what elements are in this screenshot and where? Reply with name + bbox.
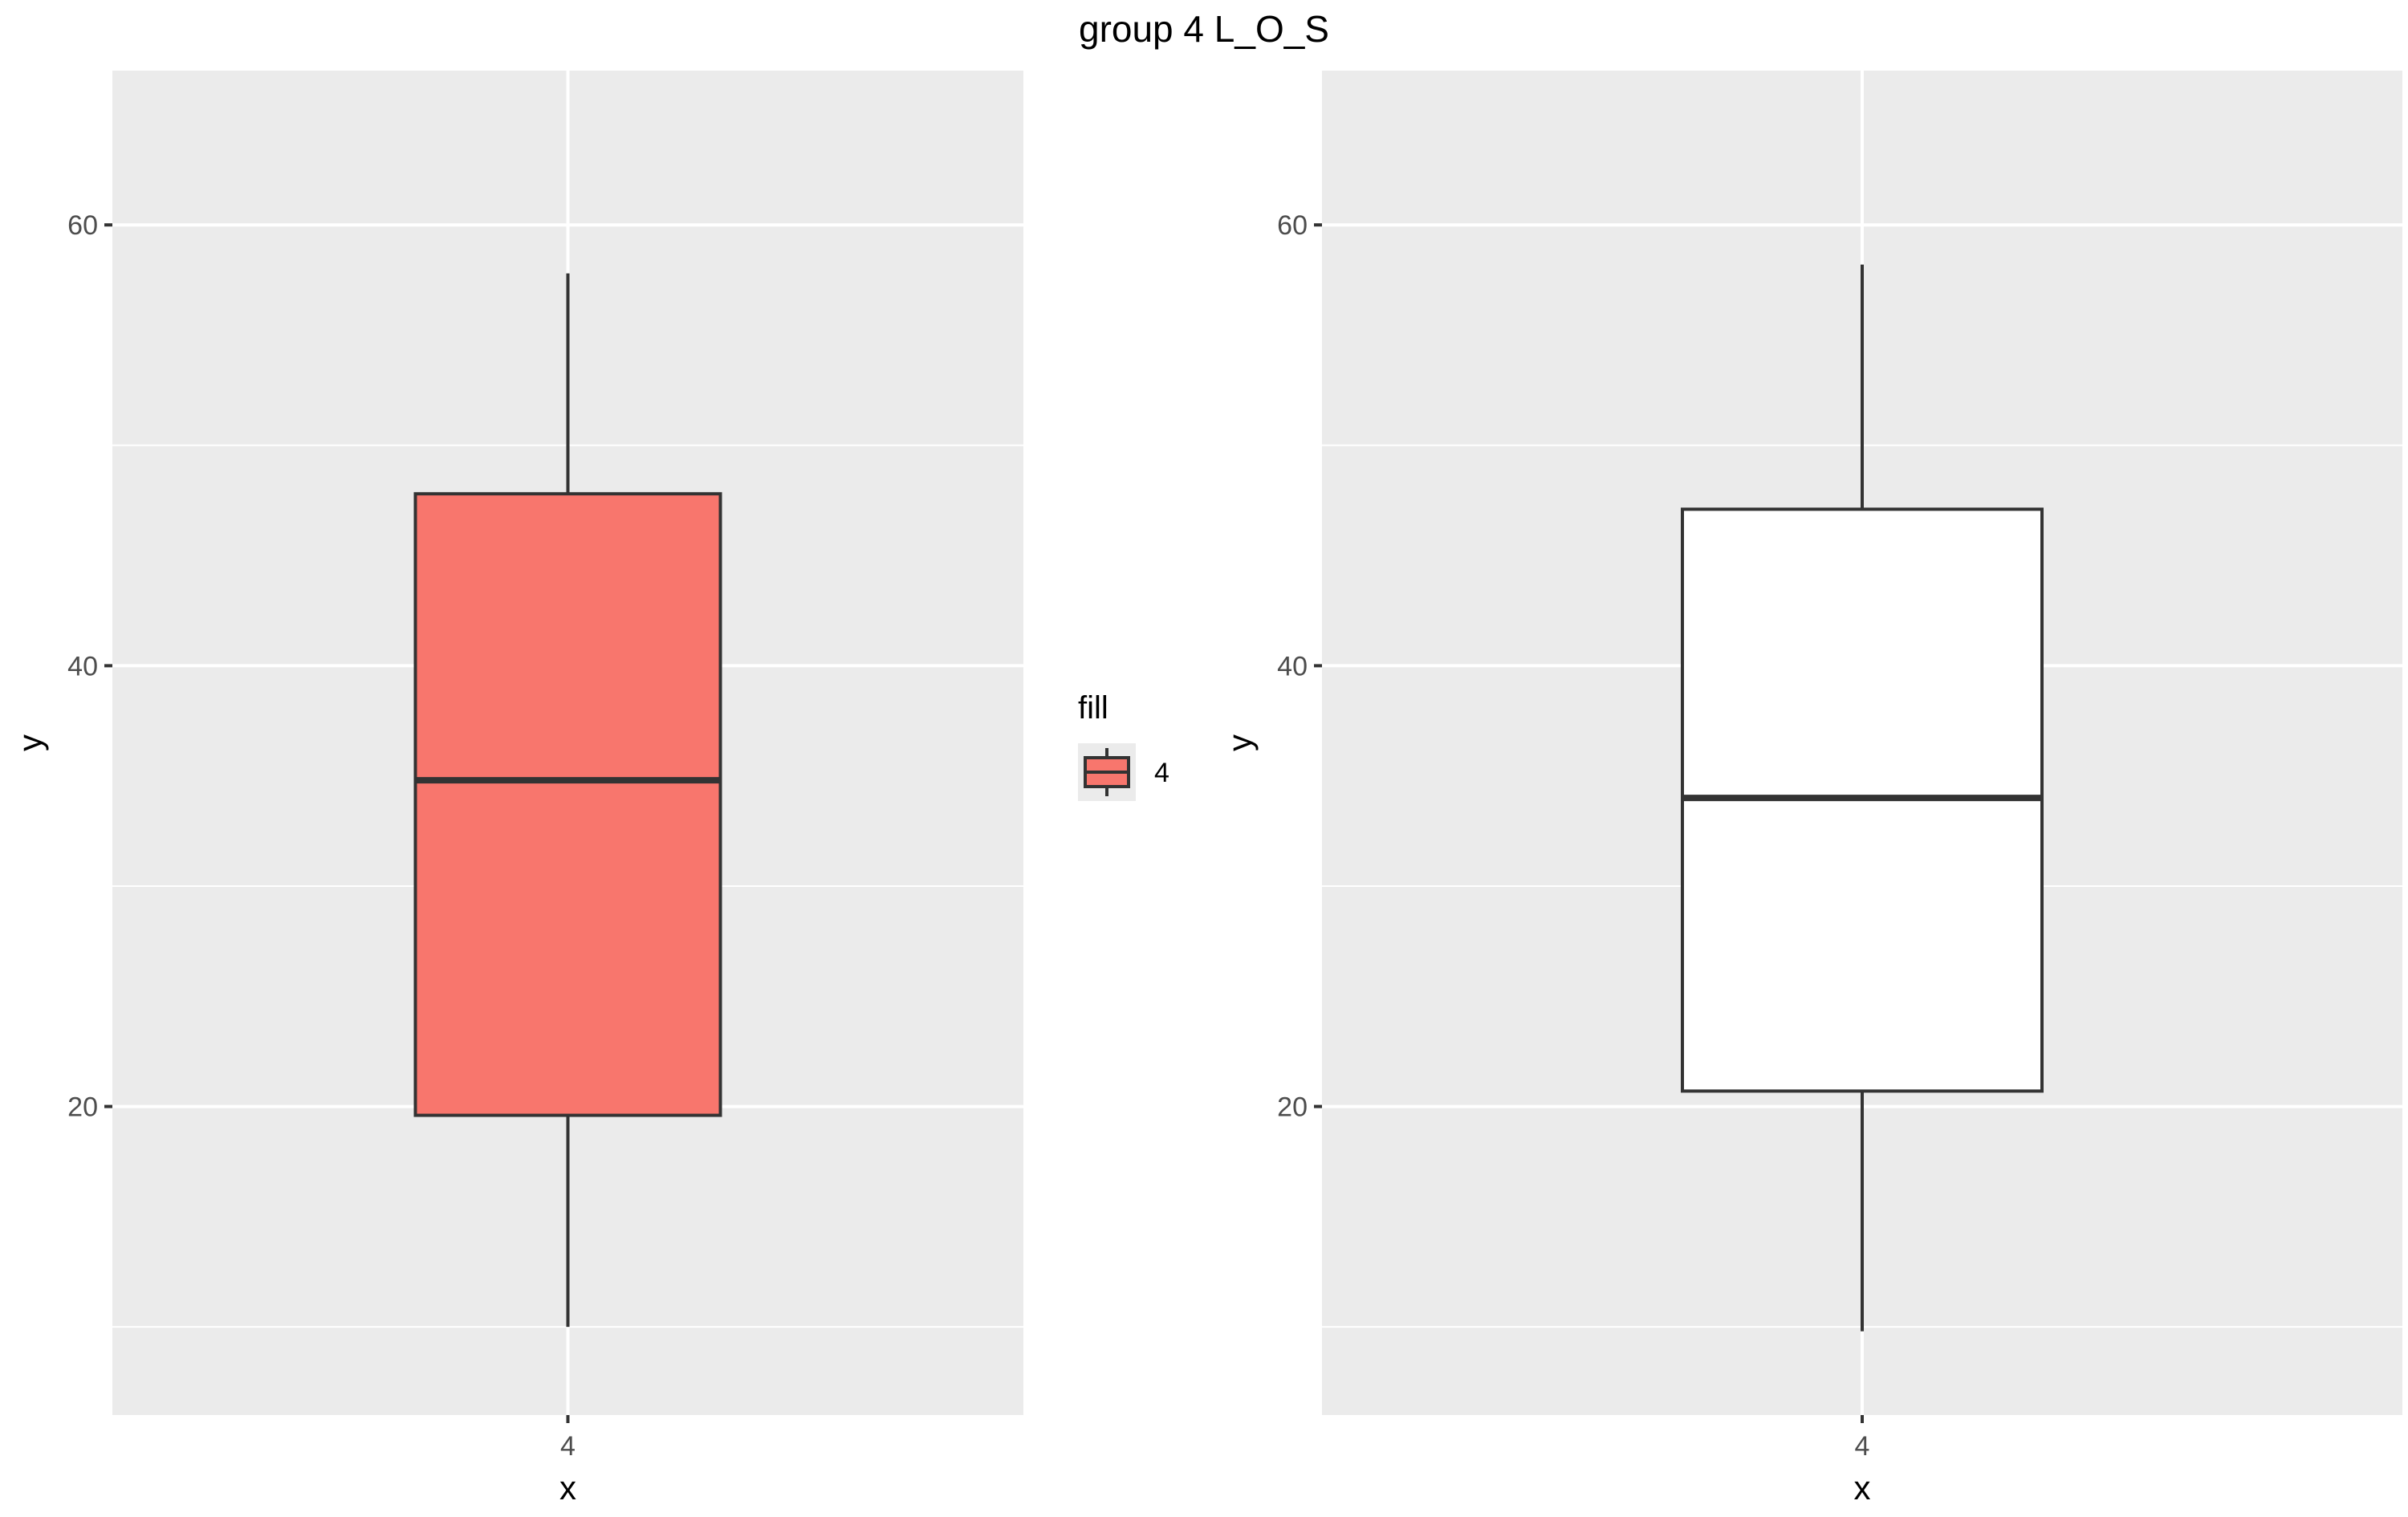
left-x-axis-title: x [559, 1469, 576, 1507]
right-y-tick-label: 60 [1277, 210, 1308, 241]
left-box [413, 492, 722, 1117]
right-boxplot-panel: 20 40 60 4 x y [1221, 71, 2402, 1507]
left-y-tick-label: 40 [67, 651, 98, 681]
left-boxplot-panel: 20 40 60 4 x y [11, 71, 1023, 1507]
left-y-axis-title: y [11, 734, 49, 751]
plot-title: group 4 L_O_S [1079, 8, 1329, 50]
legend-title: fill [1078, 690, 1108, 726]
legend-item-label: 4 [1154, 758, 1169, 788]
right-y-axis-title: y [1221, 734, 1259, 751]
right-y-tick-label: 20 [1277, 1092, 1308, 1123]
left-x-tick-label: 4 [560, 1431, 576, 1462]
left-y-tick-label: 60 [67, 210, 98, 241]
right-x-axis-title: x [1854, 1469, 1871, 1507]
legend: fill 4 [1078, 690, 1169, 801]
left-y-tick-label: 20 [67, 1092, 98, 1123]
right-y-tick-label: 40 [1277, 651, 1308, 681]
right-x-tick-label: 4 [1855, 1431, 1870, 1462]
